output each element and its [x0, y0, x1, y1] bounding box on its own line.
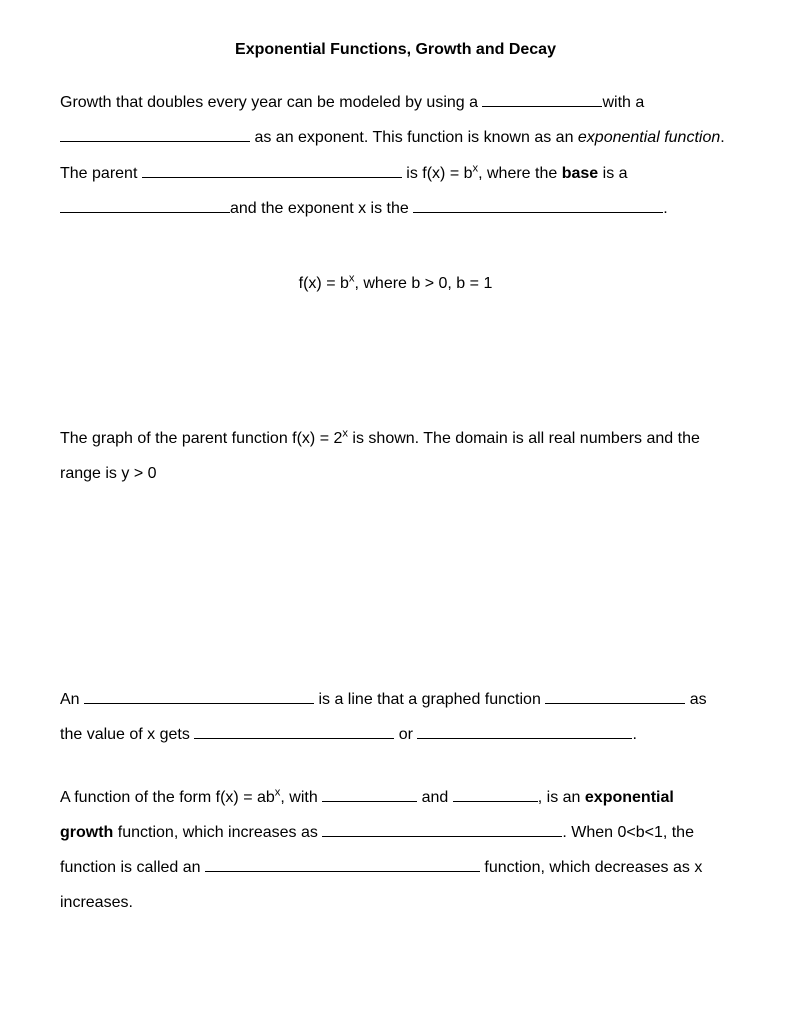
text: as an — [250, 129, 298, 146]
blank — [205, 856, 480, 872]
text: is a — [598, 165, 627, 182]
equation-centered: f(x) = bx, where b > 0, b = 1 — [60, 266, 731, 301]
page-title: Exponential Functions, Growth and Decay — [60, 32, 731, 67]
text: function, which increases as — [113, 824, 322, 841]
text-italic: exponential function — [578, 129, 720, 146]
text: with a — [602, 94, 644, 111]
blank — [60, 197, 230, 213]
text: f(x) = b — [299, 275, 349, 292]
blank — [545, 688, 685, 704]
text: exponent. This function is known as an — [298, 129, 578, 146]
text: A function of the form f(x) = ab — [60, 789, 275, 806]
paragraph-1: Growth that doubles every year can be mo… — [60, 85, 731, 226]
text: or — [394, 726, 417, 743]
text: . — [632, 726, 636, 743]
text: . — [663, 200, 667, 217]
text: An — [60, 691, 84, 708]
paragraph-3: An is a line that a graphed function as … — [60, 682, 731, 752]
blank — [142, 162, 402, 178]
blank — [194, 723, 394, 739]
text: is a line that a graphed function — [314, 691, 545, 708]
text: , with — [280, 789, 322, 806]
text: and the exponent x is the — [230, 200, 413, 217]
text-bold: base — [562, 165, 598, 182]
blank — [84, 688, 314, 704]
spacer — [60, 752, 731, 780]
blank — [322, 786, 417, 802]
text: Growth that doubles every year can be mo… — [60, 94, 482, 111]
paragraph-4: A function of the form f(x) = abx, with … — [60, 780, 731, 921]
blank — [453, 786, 538, 802]
spacer — [60, 492, 731, 682]
text: and — [417, 789, 453, 806]
blank — [482, 91, 602, 107]
text: , where the — [478, 165, 562, 182]
text: , is an — [538, 789, 585, 806]
blank — [60, 126, 250, 142]
blank — [417, 723, 632, 739]
paragraph-2: The graph of the parent function f(x) = … — [60, 421, 731, 491]
blank — [413, 197, 663, 213]
blank — [322, 821, 562, 837]
text: , where b > 0, b = 1 — [354, 275, 492, 292]
text: The graph of the parent function f(x) = … — [60, 430, 342, 447]
text: is f(x) = b — [402, 165, 473, 182]
